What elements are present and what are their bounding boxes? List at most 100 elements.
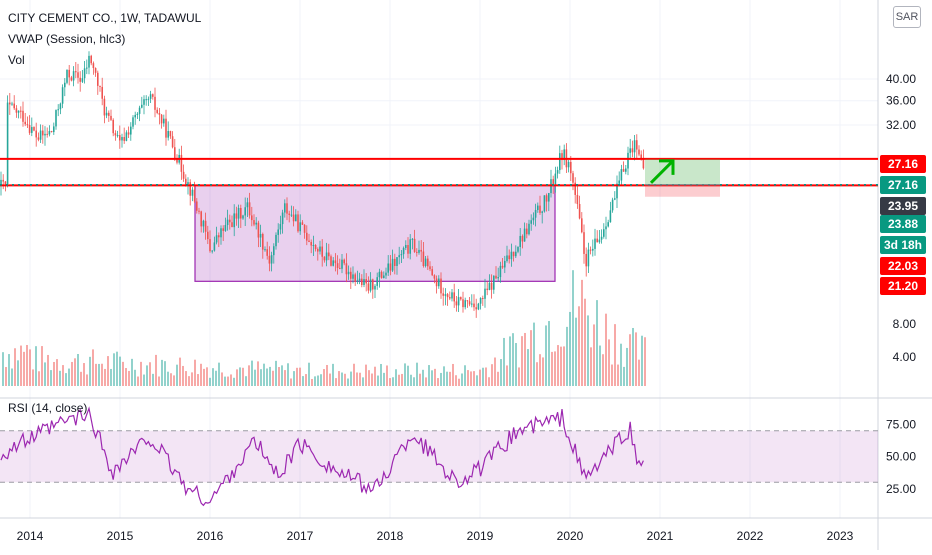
candle-body: [501, 265, 504, 268]
volume-bar: [167, 371, 169, 386]
candle-body: [552, 179, 554, 185]
candle-body: [433, 275, 436, 279]
volume-bar: [494, 357, 496, 386]
volume-bar: [152, 373, 154, 386]
volume-bar: [245, 376, 247, 386]
candle-body: [24, 121, 26, 125]
volume-bar: [116, 351, 118, 386]
candle-body: [79, 77, 81, 82]
candle-body: [88, 55, 90, 68]
volume-bar: [266, 368, 268, 386]
candle-body: [314, 244, 317, 250]
candle-body: [152, 94, 154, 97]
candle-body: [220, 228, 222, 238]
candle-body: [262, 233, 264, 250]
volume-bar: [53, 361, 55, 386]
candle-body: [389, 263, 392, 271]
candle-body: [451, 292, 453, 299]
volume-bar: [578, 306, 580, 386]
volume-bar: [269, 366, 271, 386]
candle-body: [174, 147, 176, 159]
candle-body: [482, 298, 484, 300]
candle-body: [468, 301, 471, 305]
time-tick-label: 2014: [17, 529, 44, 543]
candle-body: [497, 277, 499, 279]
candle-body: [537, 205, 539, 211]
candle-body: [567, 161, 570, 168]
candle-body: [453, 292, 455, 302]
time-tick-label: 2017: [287, 529, 314, 543]
candle-body: [48, 131, 51, 135]
volume-bar: [311, 378, 313, 386]
volume-bar: [392, 377, 394, 386]
candle-body: [411, 238, 414, 240]
candle-body: [26, 124, 29, 126]
candle-body: [81, 78, 84, 82]
volume-bar: [554, 351, 556, 386]
candle-body: [158, 113, 161, 115]
candle-body: [50, 131, 53, 133]
volume-bar: [62, 365, 64, 386]
candle-body: [86, 67, 88, 69]
volume-bar: [407, 365, 409, 386]
price-label-text: 23.95: [888, 199, 918, 213]
candle-body: [372, 279, 374, 290]
volume-bar: [92, 349, 94, 386]
candle-body: [600, 236, 603, 240]
currency-badge[interactable]: SAR: [893, 6, 921, 28]
volume-bar: [89, 356, 91, 386]
candle-body: [321, 246, 323, 257]
volume-bar: [545, 325, 547, 386]
candle-body: [176, 158, 178, 163]
candle-body: [376, 277, 378, 286]
volume-bar: [296, 367, 298, 386]
candle-body: [242, 215, 244, 219]
volume-bar: [281, 365, 283, 386]
price-label-tag: [880, 176, 926, 194]
volume-bar: [356, 372, 358, 386]
volume-bar: [566, 326, 568, 386]
candle-body: [44, 133, 46, 136]
price-label-tag: [880, 197, 926, 215]
volume-bar: [452, 363, 454, 386]
candle-body: [90, 55, 92, 64]
candle-body: [31, 127, 33, 133]
volume-bar: [326, 364, 328, 386]
candle-body: [614, 198, 616, 200]
volume-bar: [308, 362, 310, 386]
volume-bar: [581, 279, 583, 386]
candle-body: [288, 213, 290, 215]
price-label-tag: [880, 257, 926, 275]
candle-body: [446, 294, 449, 298]
candle-body: [561, 153, 563, 161]
candle-body: [185, 178, 187, 185]
candle-body: [323, 256, 326, 261]
candle-body: [116, 135, 119, 137]
candle-body: [149, 94, 152, 99]
volume-bar: [368, 370, 370, 386]
candle-body: [508, 255, 510, 260]
candle-body: [438, 278, 440, 287]
candle-body: [297, 214, 299, 232]
volume-bar: [572, 270, 574, 386]
candle-body: [251, 215, 253, 221]
candle-body: [493, 275, 495, 290]
candle-body: [473, 303, 475, 308]
time-tick-label: 2021: [647, 529, 674, 543]
volume-bar: [590, 347, 592, 386]
candle-body: [545, 195, 548, 202]
volume-bar: [305, 374, 307, 386]
chart-title: CITY CEMENT CO., 1W, TADAWUL: [8, 11, 202, 25]
candle-body: [64, 82, 66, 88]
volume-bar: [47, 354, 49, 386]
time-tick-label: 2018: [377, 529, 404, 543]
volume-bar: [626, 347, 628, 386]
volume-bar: [233, 377, 235, 386]
volume-bar: [641, 335, 643, 386]
volume-bar: [95, 363, 97, 386]
candle-body: [35, 130, 37, 138]
candle-body: [574, 182, 576, 195]
volume-bar: [71, 361, 73, 386]
